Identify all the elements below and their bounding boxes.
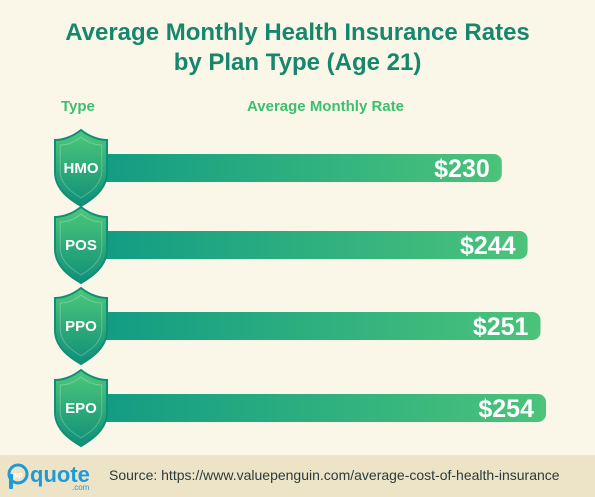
bar-value-label: $254 bbox=[478, 395, 534, 423]
bar-epo bbox=[78, 394, 546, 422]
chart-title-line1: Average Monthly Health Insurance Rates bbox=[65, 19, 530, 46]
bar-pos bbox=[78, 231, 528, 259]
chart-title-line2: by Plan Type (Age 21) bbox=[173, 49, 422, 76]
plan-type-label: EPO bbox=[65, 400, 97, 417]
chart-title: Average Monthly Health Insurance Rates b… bbox=[0, 18, 595, 78]
bar-row-ppo: $251 PPO bbox=[54, 286, 541, 366]
shield-inner-outline bbox=[59, 376, 103, 439]
type-column-header: Type bbox=[61, 98, 95, 115]
bar-row-pos: $244 POS bbox=[54, 205, 528, 285]
bar-ppo bbox=[78, 312, 541, 340]
bar-chart: $230 HMO $244 POS $251 PPO $254 EPO bbox=[54, 128, 546, 448]
svg-text:pp: pp bbox=[14, 472, 23, 479]
shield-icon bbox=[54, 205, 108, 285]
plan-type-label: HMO bbox=[64, 160, 99, 177]
plan-type-label: POS bbox=[65, 237, 97, 254]
source-citation: Source: https://www.valuepenguin.com/ave… bbox=[109, 467, 560, 483]
bar-row-epo: $254 EPO bbox=[54, 368, 546, 448]
bar-value-label: $251 bbox=[473, 313, 529, 341]
logo-text: quote bbox=[30, 462, 90, 487]
shield-icon bbox=[54, 286, 108, 366]
bar-value-label: $230 bbox=[434, 155, 490, 183]
shield-icon bbox=[54, 368, 108, 448]
footer: pp quote .com Source: https://www.valuep… bbox=[0, 455, 595, 497]
shield-inner-outline bbox=[59, 294, 103, 357]
bar-hmo bbox=[78, 154, 502, 182]
shield-inner-outline bbox=[59, 213, 103, 276]
bar-value-label: $244 bbox=[460, 232, 516, 260]
logo-sub: .com bbox=[72, 483, 90, 491]
rate-column-header: Average Monthly Rate bbox=[247, 98, 404, 115]
pp-quote-logo-icon: pp quote .com bbox=[7, 462, 90, 491]
plan-type-label: PPO bbox=[65, 318, 97, 335]
bar-row-hmo: $230 HMO bbox=[54, 128, 502, 208]
shield-inner-outline bbox=[59, 136, 103, 199]
